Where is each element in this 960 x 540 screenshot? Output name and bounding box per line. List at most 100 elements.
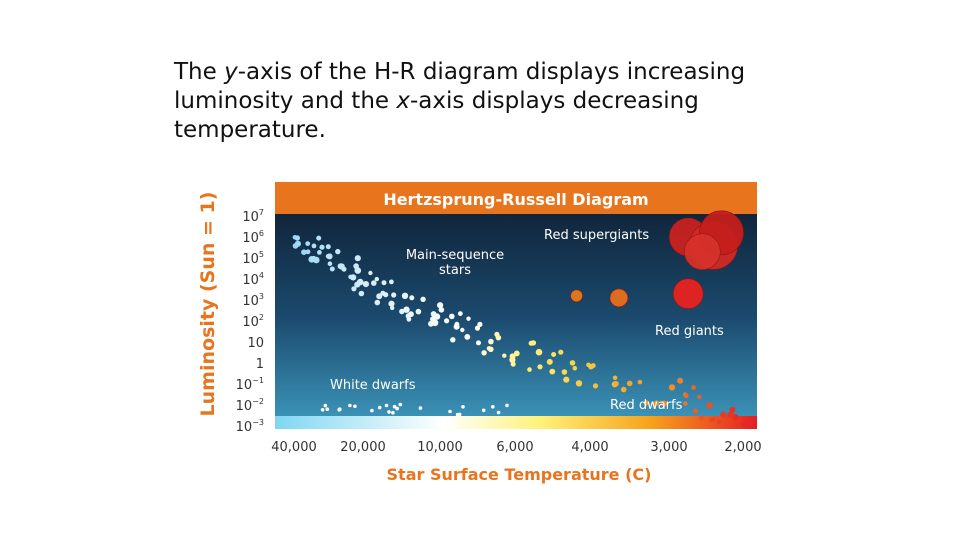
main-sequence-star [494, 331, 500, 337]
main-sequence-star [351, 286, 357, 292]
main-sequence-star [626, 380, 633, 387]
main-sequence-star [368, 270, 373, 276]
main-sequence-star [720, 411, 727, 418]
main-sequence-star [449, 313, 455, 320]
main-sequence-star [732, 414, 739, 421]
main-sequence-star [546, 358, 553, 365]
x-tick-label: 2,000 [724, 440, 761, 455]
main-sequence-star [569, 360, 576, 366]
main-sequence-star [643, 400, 649, 406]
main-sequence-star [444, 318, 450, 324]
main-sequence-star [513, 350, 520, 357]
main-sequence-star [476, 340, 481, 346]
main-sequence-star [329, 266, 335, 272]
main-sequence-star [431, 319, 439, 327]
main-sequence-star [354, 255, 361, 262]
white-dwarf-star [418, 406, 423, 410]
main-sequence-star [698, 415, 705, 421]
label-main-sequence-stars: stars [439, 263, 471, 278]
main-sequence-star [354, 267, 362, 274]
main-sequence-star [409, 295, 415, 301]
main-sequence-star [637, 379, 643, 385]
main-sequence-star [311, 243, 317, 249]
main-sequence-star [464, 334, 471, 340]
main-sequence-star [401, 292, 409, 299]
main-sequence-star [706, 402, 713, 409]
main-sequence-star [356, 278, 364, 286]
white-dwarf-star [398, 402, 403, 407]
label-red-dwarfs: Red dwarfs [610, 398, 683, 413]
main-sequence-star [310, 255, 317, 262]
main-sequence-star [450, 337, 456, 343]
white-dwarf-star [320, 408, 325, 412]
white-dwarf-star [348, 403, 352, 408]
main-sequence-star [549, 368, 556, 375]
white-dwarf-star [505, 403, 509, 408]
main-sequence-star [403, 306, 410, 313]
main-sequence-star [316, 235, 322, 241]
main-sequence-star [551, 352, 557, 357]
main-sequence-star [327, 261, 333, 266]
main-sequence-star [677, 377, 684, 384]
main-sequence-star [590, 363, 596, 369]
main-sequence-star [481, 350, 487, 356]
main-sequence-star [729, 406, 736, 413]
main-sequence-star [362, 281, 369, 288]
white-dwarf-star [377, 405, 382, 410]
main-sequence-star [390, 305, 395, 311]
y-tick-label: 107 [242, 208, 264, 225]
main-sequence-star [371, 280, 377, 286]
main-sequence-star [509, 353, 516, 360]
white-dwarf-star [496, 410, 501, 415]
main-sequence-star [388, 300, 395, 307]
main-sequence-star [727, 411, 734, 418]
main-sequence-star [691, 385, 696, 390]
main-sequence-star [335, 248, 341, 255]
main-sequence-star [710, 417, 716, 423]
main-sequence-star [488, 338, 494, 345]
main-sequence-star [653, 400, 660, 406]
x-tick-label: 6,000 [496, 440, 533, 455]
main-sequence-star [454, 321, 460, 327]
main-sequence-star [406, 316, 412, 322]
main-sequence-star [683, 401, 688, 406]
main-sequence-star [319, 244, 325, 250]
caption-text: The y-axis of the H-R diagram displays i… [174, 59, 753, 143]
white-dwarf-star [491, 405, 495, 409]
main-sequence-star [530, 340, 537, 346]
main-sequence-star [420, 296, 426, 302]
white-dwarf-star [448, 409, 452, 414]
main-sequence-star [612, 375, 618, 381]
label-white-dwarfs: White dwarfs [330, 378, 416, 393]
giant-star [683, 233, 721, 270]
white-dwarf-star [325, 407, 330, 411]
main-sequence-star [317, 250, 322, 255]
main-sequence-star [325, 253, 331, 259]
main-sequence-star [358, 290, 365, 297]
x-tick-label: 10,000 [417, 440, 463, 455]
main-sequence-star [383, 292, 389, 298]
main-sequence-star [486, 346, 492, 351]
main-sequence-star [374, 276, 379, 282]
main-sequence-star [294, 235, 300, 241]
main-sequence-star [586, 362, 591, 368]
white-dwarf-star [391, 410, 395, 415]
main-sequence-star [391, 292, 397, 298]
y-tick-label: 10−2 [236, 397, 264, 414]
main-sequence-stars [292, 235, 748, 428]
x-tick-label: 4,000 [571, 440, 608, 455]
main-sequence-star [741, 422, 748, 428]
main-sequence-star [376, 293, 383, 300]
main-sequence-star [620, 386, 627, 393]
y-tick-label: 10−3 [236, 418, 264, 435]
white-dwarf-star [323, 403, 328, 408]
main-sequence-star [399, 308, 405, 315]
main-sequence-star [660, 400, 668, 407]
main-sequence-star [535, 348, 543, 356]
label-main-sequence: Main-sequence [406, 248, 504, 263]
main-sequence-star [325, 244, 331, 250]
giant-stars [570, 210, 744, 309]
white-dwarf-star [337, 408, 341, 412]
white-dwarf-star [370, 408, 374, 413]
main-sequence-star [294, 240, 301, 247]
